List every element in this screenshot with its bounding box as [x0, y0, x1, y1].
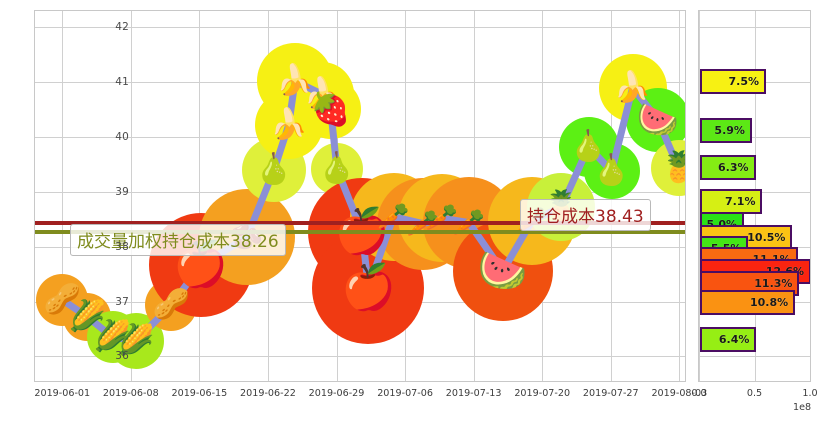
annotation-label-vwap: 成交量加权持仓成本38.26 — [70, 224, 286, 257]
annotation-label-cost: 持仓成本38.43 — [520, 199, 651, 232]
volume-bar: 6.4% — [700, 327, 757, 353]
volume-bar-label: 11.3% — [754, 276, 793, 290]
y-axis-tick-label: 42 — [115, 21, 129, 34]
gridline-vertical — [199, 11, 201, 381]
gridline-horizontal — [35, 191, 685, 193]
price-point-glow — [452, 221, 553, 322]
gridline-vertical — [810, 11, 811, 381]
x-axis-tick-label: 2019-08-03 — [651, 388, 708, 399]
x-axis-tick-label: 2019-06-15 — [171, 388, 228, 399]
gridline-vertical — [610, 11, 612, 381]
price-point-glow — [625, 87, 685, 152]
watermelon_slice-marker-icon: 🍉 — [477, 248, 528, 295]
reference-line-vwap — [35, 230, 685, 235]
gridline-vertical — [679, 11, 681, 381]
gridline-vertical — [336, 11, 338, 381]
volume-bar-label: 7.5% — [728, 74, 760, 88]
y-axis-tick-label: 40 — [115, 131, 129, 144]
gridline-horizontal — [35, 82, 685, 84]
volume-bar: 10.8% — [700, 290, 796, 316]
x-axis-tick-label: 2019-07-06 — [377, 388, 433, 399]
banana-marker-icon: 🍌 — [270, 107, 308, 142]
price-point-glow — [558, 116, 619, 177]
price-point-glow — [63, 292, 112, 341]
volume-axis-tick-label: 0.0 — [691, 388, 707, 399]
apple-marker-icon: 🍎 — [340, 261, 396, 313]
gridline-vertical — [130, 11, 132, 381]
volume-axis-tick-label: 0.5 — [746, 388, 763, 399]
volume-bar: 7.1% — [700, 188, 763, 214]
price-point-glow — [290, 62, 355, 127]
gridline-vertical — [405, 11, 407, 381]
price-point-glow — [650, 140, 685, 197]
x-axis-tick-label: 2019-06-01 — [34, 388, 91, 399]
volume-bar-label: 7.1% — [724, 194, 756, 208]
volume-bar: 5.9% — [700, 117, 752, 143]
banana-marker-icon: 🍌 — [613, 69, 652, 105]
watermelon-marker-icon: 🍉 — [636, 99, 679, 140]
gridline-vertical — [542, 11, 544, 381]
x-axis-tick-label: 2019-07-13 — [445, 388, 502, 399]
x-axis-tick-label: 2019-07-20 — [514, 388, 571, 399]
volume-bar: 6.3% — [700, 154, 756, 180]
y-axis-tick-label: 38 — [115, 240, 129, 253]
volume-bar-label: 6.3% — [717, 160, 749, 174]
price-point-glow — [397, 174, 486, 263]
corn-marker-icon: 🌽 — [93, 319, 132, 355]
gridline-horizontal — [35, 27, 685, 29]
gridline-horizontal — [699, 356, 810, 358]
gridline-vertical — [699, 11, 700, 381]
banana-marker-icon: 🍌 — [276, 63, 314, 99]
price-point-glow — [312, 231, 425, 344]
banana-marker-icon: 🍌 — [303, 76, 341, 112]
price-point-glow — [145, 279, 198, 332]
volume-bar-label: 5.9% — [714, 123, 745, 137]
y-axis-tick-label: 39 — [115, 185, 129, 198]
gridline-vertical — [267, 11, 269, 381]
volume-axis-tick-label: 1.0 — [802, 388, 818, 399]
price-point-glow — [598, 53, 667, 122]
reference-line-cost — [35, 221, 685, 226]
x-axis-tick-label: 2019-07-27 — [582, 388, 639, 399]
volume-axis-exponent: 1e8 — [793, 402, 812, 413]
gridline-horizontal — [35, 356, 685, 358]
x-axis-tick-label: 2019-06-08 — [102, 388, 159, 399]
gridline-horizontal — [35, 301, 685, 303]
price-point-glow — [300, 78, 361, 139]
volume-bar-label: 10.8% — [749, 296, 789, 310]
volume-bar: 7.5% — [700, 68, 767, 94]
carrot-marker-icon: 🥕 — [425, 203, 458, 234]
volume-bar-label: 6.4% — [718, 333, 750, 347]
price-connector-line — [58, 77, 683, 345]
strawberry-marker-icon: 🍓 — [310, 89, 351, 128]
gridline-horizontal — [35, 137, 685, 139]
y-axis-tick-label: 41 — [115, 76, 129, 89]
volume-bar-label: 10.5% — [747, 230, 786, 244]
y-axis-tick-label: 36 — [115, 350, 129, 363]
radish-marker-icon: 🥜 — [152, 287, 190, 323]
gridline-vertical — [473, 11, 475, 381]
gridline-horizontal — [699, 27, 810, 29]
price-chart-panel: 🥜🌽🌽🌽🥜🍎🫘🍐🍌🍌🍌🍓🍐🍎🍎🥕🥕🥕🥕🍉🥕🍍🍐🍐🍌🍉🍍 成交量加权持仓成本38.… — [34, 10, 686, 382]
price-point-glow — [254, 91, 323, 159]
x-axis-tick-label: 2019-06-29 — [308, 388, 365, 399]
y-axis-tick-label: 37 — [115, 295, 129, 308]
gridline-horizontal — [699, 137, 810, 139]
x-axis-tick-label: 2019-06-22 — [240, 388, 296, 399]
volume-distribution-panel: 7.5%5.9%6.3%7.1%5.0%10.5%5.5%11.1%12.6%1… — [698, 10, 811, 382]
gridline-vertical — [62, 11, 64, 381]
corn-marker-icon: 🌽 — [68, 298, 107, 334]
pear-marker-icon: 🍐 — [255, 151, 293, 187]
pineapple-marker-icon: 🍍 — [660, 153, 685, 183]
